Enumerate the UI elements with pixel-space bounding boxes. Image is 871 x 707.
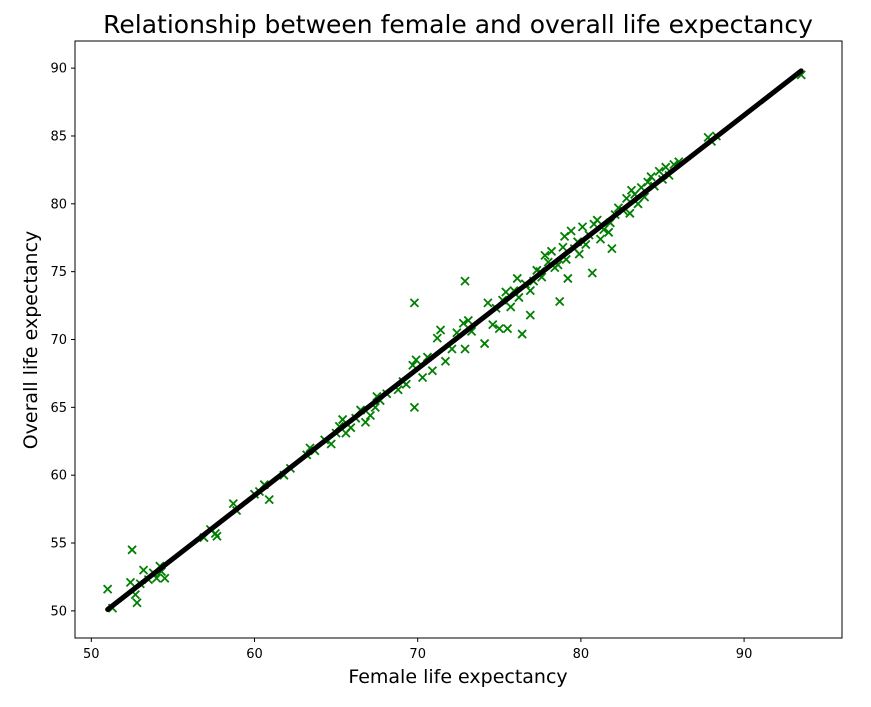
y-tick-label: 60	[50, 469, 67, 484]
data-point	[264, 494, 274, 505]
data-point	[127, 545, 137, 555]
data-point	[160, 573, 170, 583]
x-tick-label: 70	[409, 647, 426, 662]
data-point	[458, 318, 469, 328]
data-point	[132, 598, 142, 608]
data-point	[365, 410, 376, 421]
data-point	[540, 250, 550, 261]
data-point	[502, 324, 513, 334]
data-point	[558, 242, 568, 252]
data-point	[595, 234, 606, 244]
x-axis: 50 60 70 80 90	[83, 638, 752, 662]
data-point	[435, 325, 446, 335]
data-point	[427, 366, 438, 376]
data-point	[501, 287, 511, 297]
data-point	[411, 355, 421, 365]
data-point	[479, 338, 490, 349]
data-point	[661, 162, 671, 172]
data-point	[228, 499, 238, 509]
y-tick-label: 85	[50, 129, 67, 144]
y-tick-label: 75	[50, 265, 67, 280]
data-point	[625, 208, 635, 218]
y-tick-label: 65	[50, 401, 67, 416]
data-point	[212, 531, 222, 541]
data-point	[417, 372, 428, 383]
data-point	[592, 215, 602, 225]
data-point	[654, 166, 664, 176]
data-point	[621, 193, 632, 204]
data-point	[483, 298, 493, 308]
y-axis-label: Overall life expectancy	[20, 231, 42, 450]
data-point	[555, 296, 565, 307]
data-point	[360, 417, 371, 427]
data-point	[432, 333, 442, 343]
data-point	[646, 172, 656, 182]
y-axis: 50 55 60 65 70 75 80 85 90	[50, 62, 75, 619]
data-point	[409, 402, 420, 412]
data-point	[574, 249, 584, 259]
data-point	[577, 222, 588, 232]
data-point	[603, 227, 614, 237]
data-point	[525, 286, 535, 296]
y-tick-label: 90	[50, 62, 67, 77]
data-point	[546, 246, 557, 256]
data-point	[460, 276, 470, 286]
data-point	[326, 439, 336, 449]
chart-title: Relationship between female and overall …	[103, 10, 813, 39]
data-point	[494, 324, 504, 334]
data-point	[566, 226, 576, 236]
data-point	[517, 329, 527, 339]
x-tick-label: 60	[246, 647, 263, 662]
data-point	[125, 577, 136, 588]
data-point	[506, 302, 516, 312]
x-tick-label: 50	[83, 647, 100, 662]
data-point	[460, 344, 470, 354]
data-point	[103, 584, 113, 594]
y-tick-label: 55	[50, 537, 67, 552]
x-tick-label: 90	[736, 647, 753, 662]
data-point	[488, 319, 498, 330]
data-point	[607, 243, 617, 254]
x-axis-label: Female life expectancy	[348, 666, 567, 688]
y-tick-label: 80	[50, 197, 67, 212]
data-point	[512, 273, 522, 284]
data-point	[463, 315, 473, 326]
fit-line	[105, 68, 804, 613]
x-tick-label: 80	[573, 647, 590, 662]
data-point	[409, 298, 420, 308]
y-tick-label: 70	[50, 333, 67, 348]
data-point	[587, 268, 597, 278]
data-point	[440, 356, 451, 366]
data-point	[525, 310, 535, 320]
data-point	[563, 273, 573, 284]
y-tick-label: 50	[50, 604, 67, 619]
data-point	[138, 565, 149, 575]
